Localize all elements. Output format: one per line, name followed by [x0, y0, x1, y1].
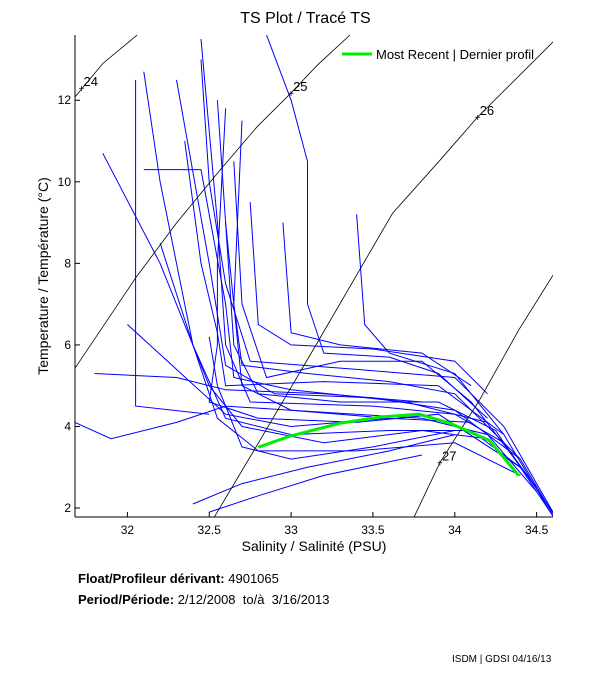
density-contour-24 [75, 35, 138, 98]
x-tick-label: 34.5 [525, 523, 549, 537]
profile-line [249, 202, 488, 395]
plot-area: +24+25+26+27 [75, 35, 553, 517]
period-label: Period/Période: [78, 592, 175, 607]
x-tick-label: 33 [284, 523, 298, 537]
profile-line [192, 434, 455, 505]
profile-line [209, 454, 423, 513]
profile-line [159, 242, 521, 476]
density-marker: + [437, 458, 443, 469]
legend-label: Most Recent | Dernier profil [376, 47, 534, 62]
profile-line [143, 169, 488, 423]
profile-line [94, 373, 423, 403]
density-contour-25 [75, 35, 351, 369]
y-axis-label: Temperature / Température (°C) [35, 177, 51, 375]
x-tick-label: 33.5 [361, 523, 385, 537]
profile-line [135, 79, 210, 415]
density-marker: + [475, 113, 481, 124]
density-contour-26 [213, 41, 553, 517]
x-tick-label: 32.5 [198, 523, 222, 537]
density-contour-27 [413, 274, 553, 517]
x-tick-label: 34 [448, 523, 462, 537]
density-marker: + [288, 89, 294, 100]
y-tick-label: 4 [64, 419, 71, 433]
period-info: Period/Période: 2/12/2008 to/à 3/16/2013 [78, 592, 330, 607]
density-marker: + [79, 84, 85, 95]
density-label-27: 27 [442, 448, 456, 463]
profile-line [184, 140, 553, 517]
float-info: Float/Profileur dérivant: 4901065 [78, 571, 279, 586]
y-tick-label: 10 [58, 175, 72, 189]
profile-line [282, 222, 472, 387]
x-tick-label: 32 [121, 523, 135, 537]
float-id: 4901065 [228, 571, 279, 586]
y-tick-label: 6 [64, 338, 71, 352]
x-axis-label: Salinity / Salinité (PSU) [242, 538, 387, 554]
density-label-26: 26 [480, 103, 494, 118]
profile-line [233, 161, 537, 488]
chart-title: TS Plot / Tracé TS [240, 10, 371, 27]
float-label: Float/Profileur dérivant: [78, 571, 225, 586]
footer-credit: ISDM | GDSI 04/16/13 [452, 654, 552, 665]
profile-line [143, 71, 521, 468]
profile-line [102, 153, 488, 444]
period-value: 2/12/2008 to/à 3/16/2013 [177, 592, 330, 607]
profile-line [266, 35, 488, 419]
most-recent-line [257, 412, 520, 477]
y-tick-label: 8 [64, 256, 71, 270]
profile-line [233, 120, 537, 493]
y-tick-label: 2 [64, 501, 71, 515]
profile-line [208, 336, 455, 460]
profile-line [200, 59, 553, 513]
profile-line [216, 100, 521, 460]
density-label-24: 24 [84, 74, 98, 89]
profile-line [127, 324, 472, 428]
profile-line [75, 405, 390, 440]
profile-line [200, 39, 553, 513]
y-tick-label: 12 [58, 93, 72, 107]
density-label-25: 25 [293, 79, 307, 94]
profile-line [225, 222, 553, 517]
